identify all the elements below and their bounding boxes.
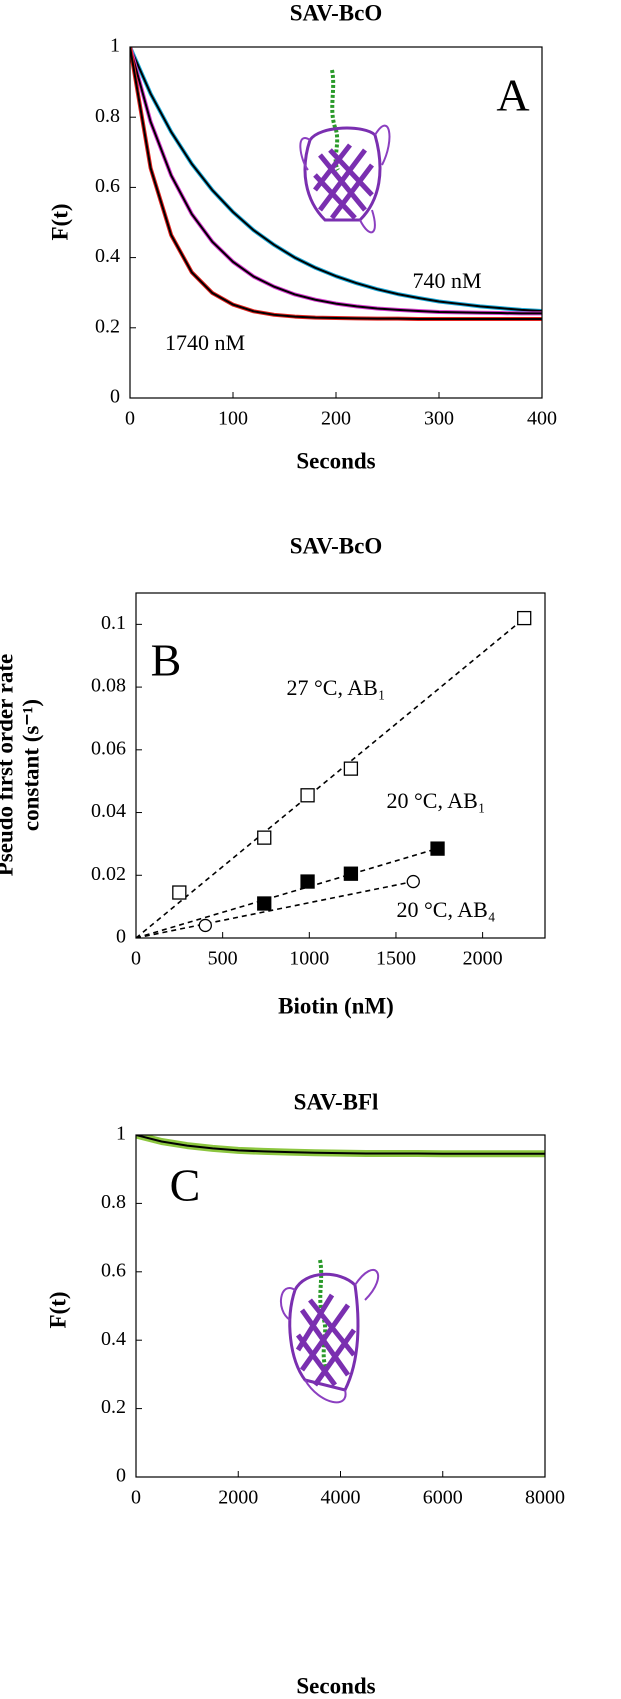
y-axis-label: F(t) xyxy=(45,1291,70,1328)
series-label: 20 °C, AB₄ xyxy=(397,897,496,922)
plot-area xyxy=(130,47,542,322)
plot-frame xyxy=(135,1134,546,1478)
x-tick-label: 0 xyxy=(125,408,135,430)
data-point xyxy=(406,874,420,889)
y-tick-label: 0.8 xyxy=(101,1191,126,1213)
x-tick-label: 400 xyxy=(527,408,557,430)
x-tick-label: 2000 xyxy=(218,1487,258,1509)
data-point xyxy=(198,918,212,933)
data-point xyxy=(257,896,272,911)
data-point xyxy=(300,788,315,803)
x-axis-label: Seconds xyxy=(296,1673,375,1698)
data-point xyxy=(300,874,315,889)
y-tick-label: 1 xyxy=(116,1123,126,1145)
y-axis-label: Pseudo first order rate xyxy=(0,654,17,877)
y-tick-label: 0 xyxy=(116,926,126,948)
y-tick-label: 1 xyxy=(110,35,120,57)
y-tick-label: 0.06 xyxy=(91,737,126,759)
y-tick-label: 0.02 xyxy=(91,863,126,885)
plot-area xyxy=(136,1135,545,1158)
annotation: 740 nM xyxy=(412,268,481,293)
chart-title: SAV-BFl xyxy=(294,1089,379,1114)
fit-line xyxy=(130,47,542,315)
data-point xyxy=(517,610,532,626)
fit-line xyxy=(136,847,438,938)
data-point xyxy=(343,761,359,776)
x-tick-label: 4000 xyxy=(321,1487,361,1509)
y-axis-label: constant (s⁻¹) xyxy=(18,699,43,831)
protein-structure-c xyxy=(279,1259,380,1404)
plot-frame xyxy=(129,46,543,399)
series-label: 20 °C, AB₁ xyxy=(387,788,486,813)
y-tick-label: 0 xyxy=(110,386,120,408)
data-point xyxy=(430,841,445,856)
x-tick-label: 1000 xyxy=(289,948,329,970)
y-tick-label: 0.2 xyxy=(95,315,120,337)
x-axis-label: Biotin (nM) xyxy=(278,993,394,1018)
panel-label: B xyxy=(151,635,182,686)
plot-area xyxy=(136,617,525,938)
x-tick-label: 100 xyxy=(218,408,248,430)
x-tick-label: 300 xyxy=(424,408,454,430)
y-tick-label: 0.04 xyxy=(91,800,126,822)
y-tick-label: 0.4 xyxy=(101,1328,126,1350)
plot-frame xyxy=(135,592,546,939)
x-axis-label: Seconds xyxy=(296,448,375,473)
y-tick-label: 0.2 xyxy=(101,1396,126,1418)
protein-structure-a xyxy=(299,69,391,234)
fit-line xyxy=(136,617,525,938)
fit-line xyxy=(136,880,414,938)
y-tick-label: 0.6 xyxy=(95,175,120,197)
chart-title: SAV-BcO xyxy=(290,533,382,558)
y-tick-label: 0.1 xyxy=(101,612,126,634)
y-axis-label: F(t) xyxy=(47,203,72,240)
y-tick-label: 0 xyxy=(116,1465,126,1487)
data-point xyxy=(172,885,187,900)
chart-title: SAV-BcO xyxy=(290,0,382,25)
fit-line xyxy=(130,47,542,312)
x-tick-label: 1500 xyxy=(376,948,416,970)
y-tick-label: 0.8 xyxy=(95,105,120,127)
y-tick-label: 0.6 xyxy=(101,1259,126,1281)
x-tick-label: 6000 xyxy=(423,1487,463,1509)
x-tick-label: 8000 xyxy=(525,1487,565,1509)
fit-line xyxy=(130,47,542,321)
annotation: 1740 nM xyxy=(165,330,245,355)
x-tick-label: 0 xyxy=(131,1487,141,1509)
x-tick-label: 200 xyxy=(321,408,351,430)
fit-line xyxy=(136,1135,545,1155)
y-tick-label: 0.4 xyxy=(95,245,120,267)
panel-label: A xyxy=(496,70,529,121)
panel-label: C xyxy=(170,1160,201,1211)
data-line xyxy=(136,1135,545,1158)
x-tick-label: 500 xyxy=(208,948,238,970)
x-tick-label: 0 xyxy=(131,948,141,970)
data-point xyxy=(343,866,359,881)
series-label: 27 °C, AB₁ xyxy=(287,675,386,700)
x-tick-label: 2000 xyxy=(463,948,503,970)
data-point xyxy=(257,830,272,845)
y-tick-label: 0.08 xyxy=(91,675,126,697)
